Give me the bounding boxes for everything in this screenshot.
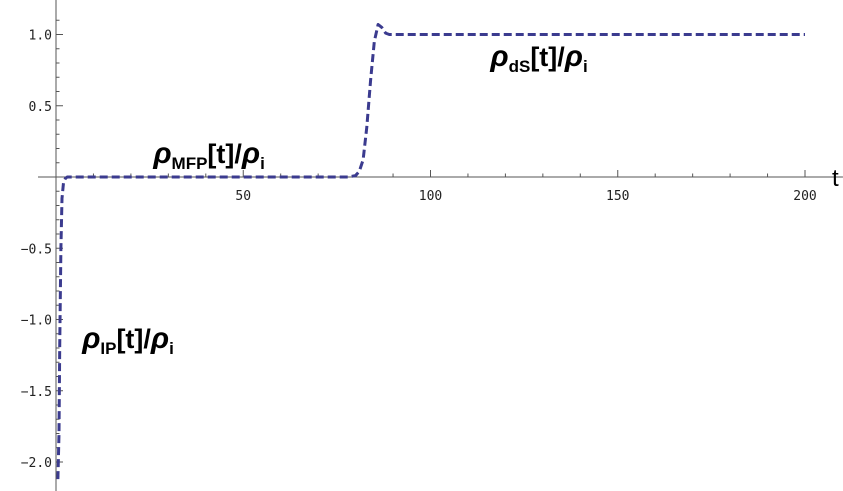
y-tick-label: −1.0 (21, 314, 52, 329)
y-tick-label: −2.0 (21, 456, 52, 471)
annotation-rho-ds: ρdS[t]/ρi (489, 40, 587, 76)
y-tick-label: 0.5 (29, 100, 52, 115)
y-tick-label: 1.0 (29, 29, 52, 44)
y-tick-label: −1.5 (21, 385, 52, 400)
y-tick-label: −0.5 (21, 242, 52, 257)
x-axis-title: t (832, 165, 839, 192)
x-tick-label: 150 (606, 189, 629, 204)
x-tick-label: 200 (793, 189, 816, 204)
axes: 50 100 150 200 −2.0 −1.5 −1.0 −0.5 0.5 1.0 (21, 0, 843, 491)
annotations-layer: ρIP[t]/ρi ρMFP[t]/ρi ρdS[t]/ρi (81, 40, 588, 358)
series-line-0 (56, 23, 805, 480)
annotation-rho-ip: ρIP[t]/ρi (81, 322, 174, 358)
annotation-rho-mfp: ρMFP[t]/ρi (152, 137, 264, 173)
series-layer (56, 23, 805, 480)
x-tick-label: 50 (235, 189, 251, 204)
x-tick-label: 100 (419, 189, 442, 204)
